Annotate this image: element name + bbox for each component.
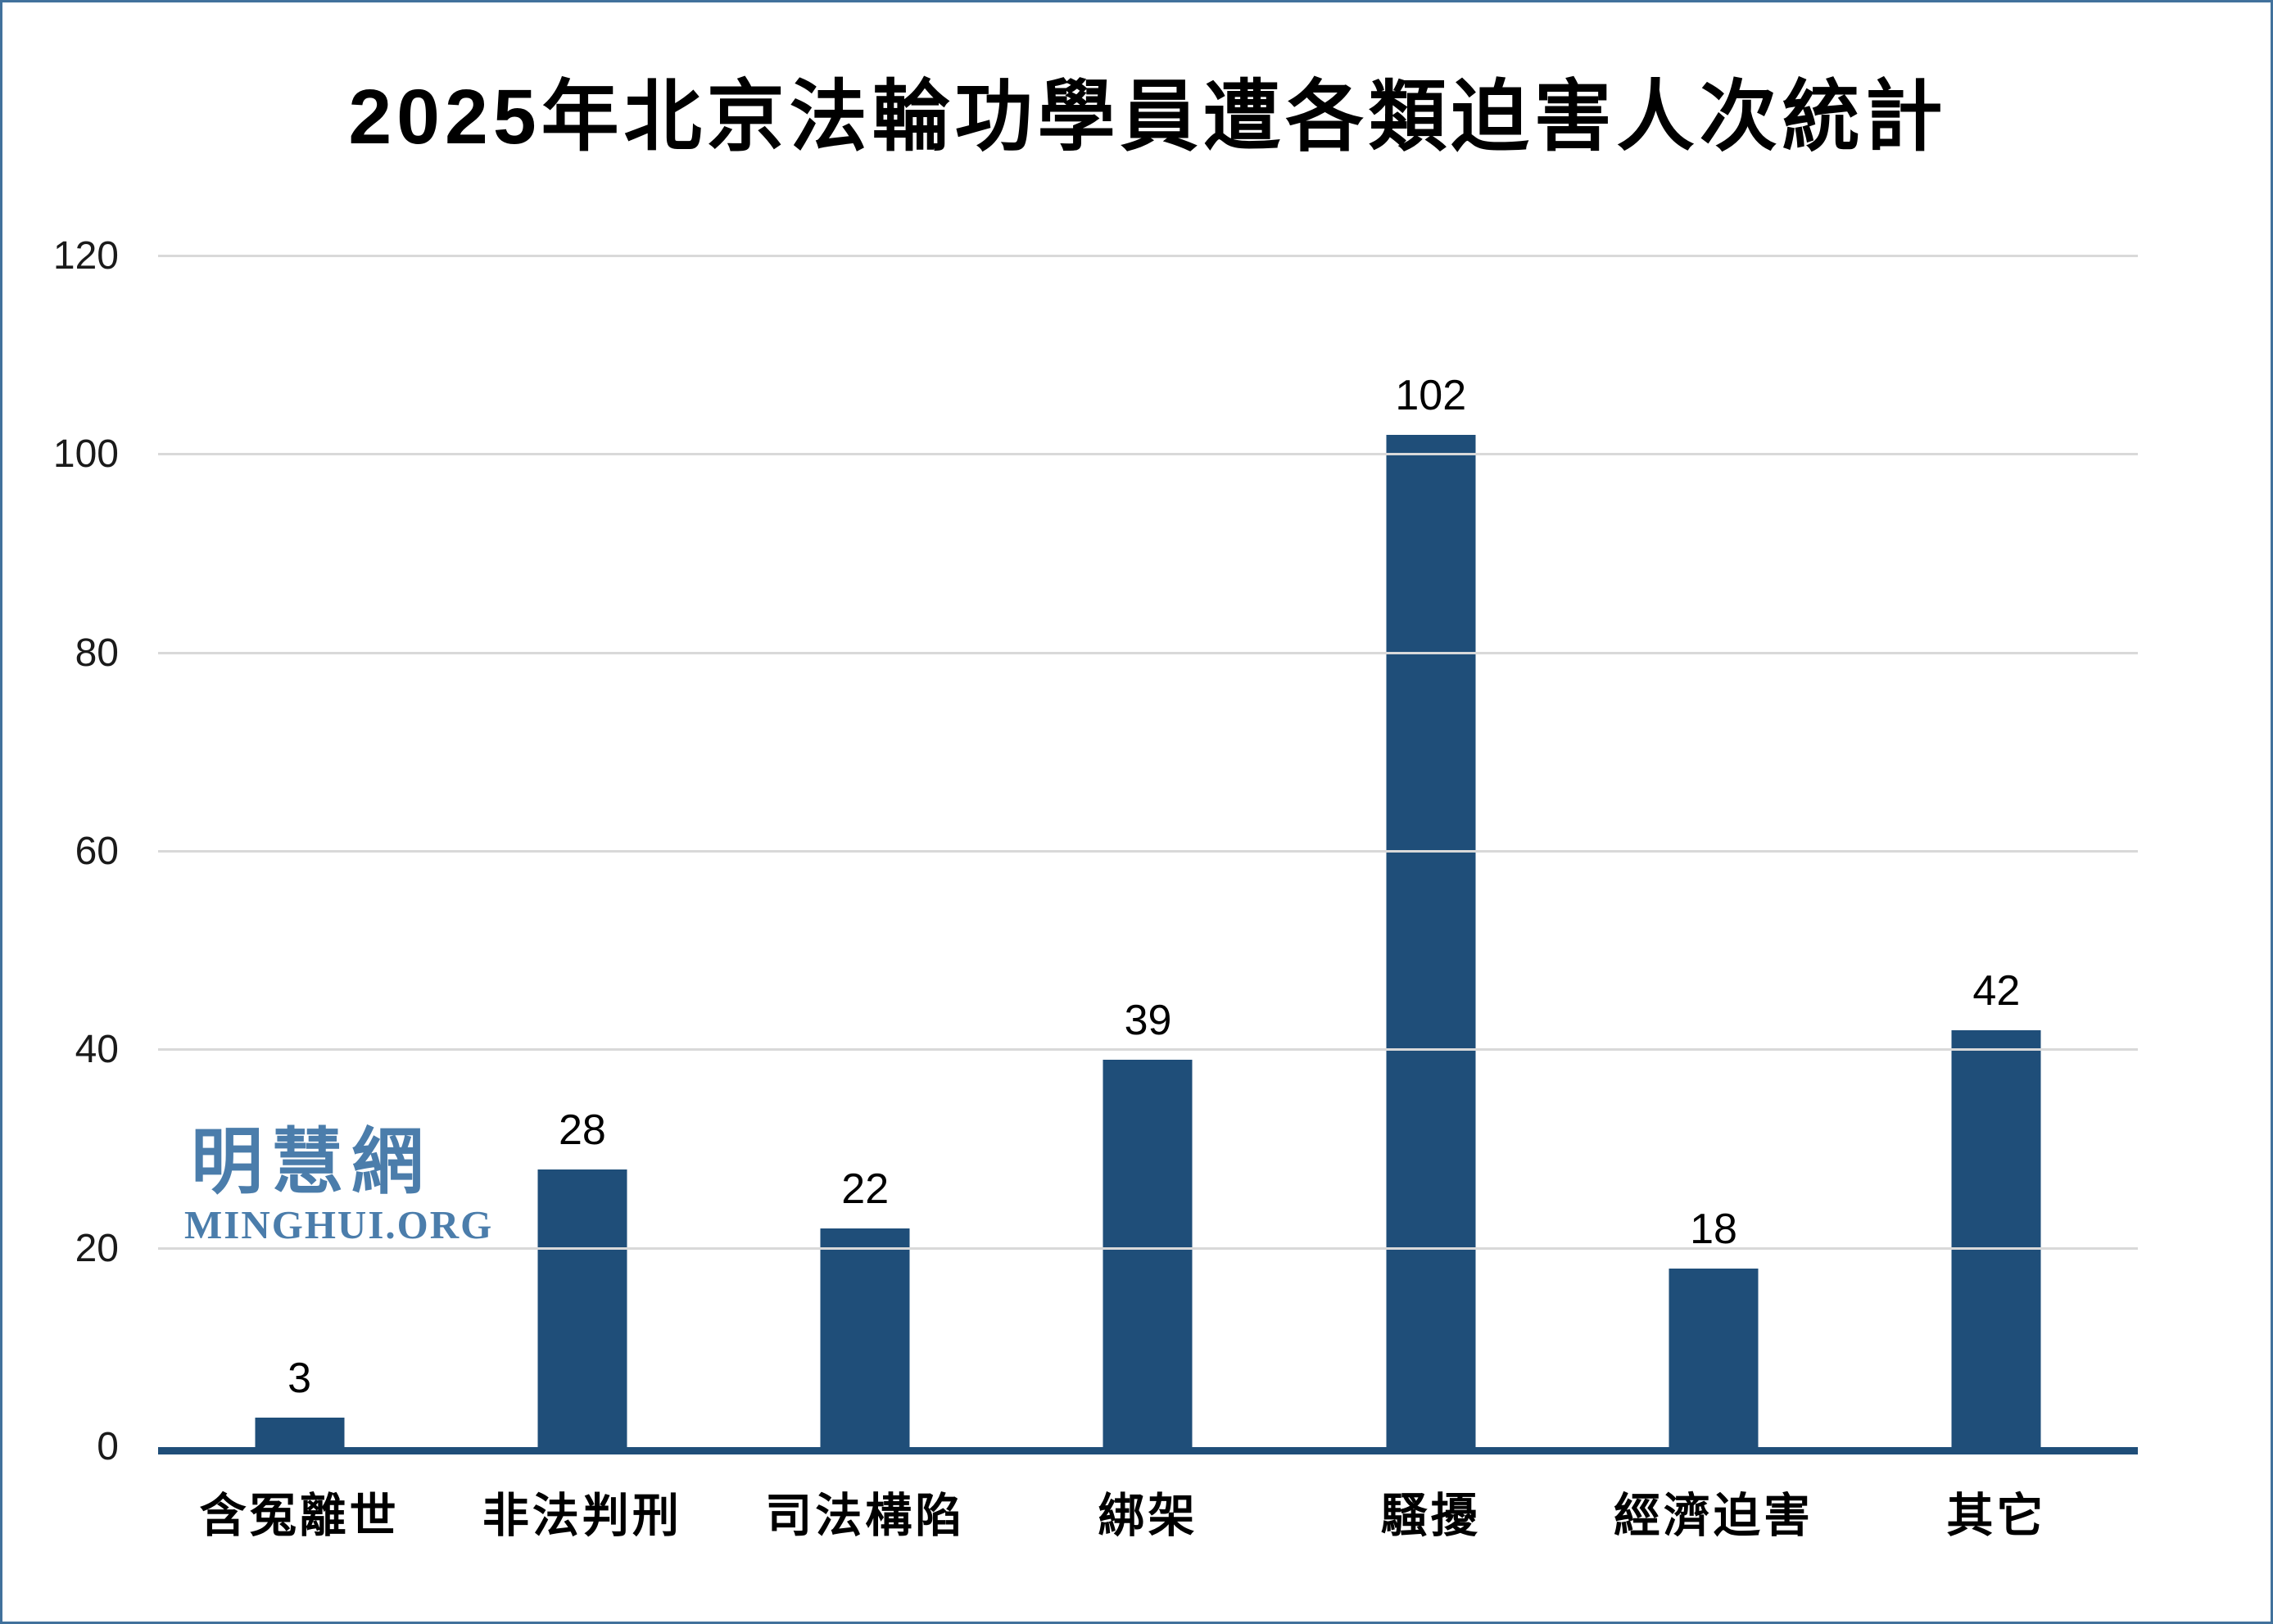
gridline-y40: [158, 1048, 2138, 1052]
gridline-y120: [158, 255, 2138, 257]
minghui-watermark: 明慧網 MINGHUI.ORG: [184, 1121, 494, 1247]
bar-經濟迫害: [1669, 1268, 1759, 1447]
bar-slot: 42: [1855, 256, 2138, 1447]
x-axis-category-label: 綁架: [1098, 1490, 1198, 1542]
y-axis-tick-label: 100: [52, 432, 119, 477]
gridline-y80: [158, 651, 2138, 654]
bar-slot: 102: [1289, 256, 1572, 1447]
x-axis-category-label: 其它: [1946, 1490, 2047, 1542]
bar-value-label: 42: [1972, 967, 2021, 1016]
plot-area: 3 28 22 39 102 18 42: [158, 255, 2138, 1454]
x-axis-category-labels: 含冤離世 非法判刑 司法構陷 綁架 騷擾 經濟迫害 其它: [158, 1478, 2138, 1545]
bar-value-label: 39: [1124, 997, 1172, 1045]
bar-slot: 22: [724, 256, 1007, 1447]
bar-slot: 28: [441, 256, 723, 1447]
bar-value-label: 102: [1395, 372, 1467, 420]
x-axis-category-label: 含冤離世: [199, 1490, 400, 1542]
gridline-y100: [158, 453, 2138, 456]
y-axis-tick-label: 40: [75, 1028, 119, 1072]
chart-title: 2025年北京法輪功學員遭各類迫害人次統計: [348, 74, 1948, 161]
x-axis-category-label: 非法判刑: [482, 1490, 682, 1542]
x-axis-category-label: 經濟迫害: [1614, 1490, 1814, 1542]
x-axis-category-label: 騷擾: [1380, 1490, 1481, 1542]
bar-含冤離世: [255, 1417, 345, 1447]
bar-series: 3 28 22 39 102 18 42: [158, 256, 2138, 1447]
bar-slot: 39: [1007, 256, 1289, 1447]
y-axis-tick-label: 20: [75, 1226, 119, 1270]
y-axis-tick-label: 80: [75, 631, 119, 675]
bar-value-label: 22: [841, 1165, 890, 1214]
minghui-logo-latin: MINGHUI.ORG: [184, 1202, 494, 1247]
bar-綁架: [1103, 1060, 1193, 1447]
x-axis-category-label: 司法構陷: [765, 1490, 966, 1542]
y-axis-tick-label: 0: [97, 1425, 119, 1468]
bar-其它: [1951, 1030, 2041, 1447]
y-axis-tick-label: 120: [52, 234, 119, 278]
bar-value-label: 3: [288, 1354, 312, 1402]
bar-slot: 18: [1572, 256, 1854, 1447]
bar-value-label: 28: [559, 1106, 606, 1154]
bar-非法判刑: [537, 1169, 627, 1447]
bar-slot: 3: [158, 256, 441, 1447]
bar-value-label: 18: [1690, 1205, 1737, 1253]
minghui-logo-cjk: 明慧網: [190, 1121, 432, 1202]
y-axis-tick-label: 60: [75, 830, 119, 873]
y-axis-tick-labels: 0 20 40 60 80 100 120: [19, 237, 119, 1467]
bar-騷擾: [1386, 435, 1476, 1447]
gridline-y20: [158, 1246, 2138, 1250]
gridline-y60: [158, 850, 2138, 853]
bar-司法構陷: [820, 1228, 910, 1447]
